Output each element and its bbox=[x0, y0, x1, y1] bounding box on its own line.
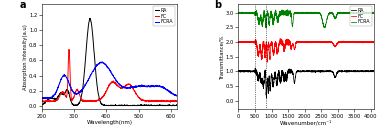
FC bbox=[372, 41, 376, 43]
RA bbox=[126, 105, 131, 106]
FCRA bbox=[260, 23, 264, 24]
Text: a: a bbox=[20, 0, 26, 10]
RA bbox=[118, 105, 123, 106]
RA bbox=[372, 70, 376, 72]
FC bbox=[260, 56, 264, 58]
FCRA bbox=[126, 87, 131, 88]
RA bbox=[355, 71, 359, 73]
RA bbox=[175, 105, 180, 106]
FCRA bbox=[264, 27, 268, 29]
FC bbox=[278, 38, 282, 39]
RA bbox=[253, 67, 257, 69]
FCRA bbox=[156, 85, 161, 87]
FC bbox=[265, 61, 270, 63]
FC bbox=[294, 41, 299, 43]
FC bbox=[122, 86, 126, 88]
FCRA bbox=[355, 12, 359, 14]
FC bbox=[67, 49, 71, 50]
FCRA bbox=[236, 12, 241, 14]
Line: FCRA: FCRA bbox=[239, 10, 374, 28]
FCRA bbox=[118, 84, 123, 86]
RA bbox=[236, 70, 241, 72]
RA bbox=[260, 79, 264, 80]
RA bbox=[72, 105, 76, 106]
FCRA bbox=[252, 11, 256, 13]
X-axis label: Wavenumber/cm⁻¹: Wavenumber/cm⁻¹ bbox=[280, 120, 333, 125]
RA bbox=[48, 98, 52, 99]
RA bbox=[369, 70, 374, 72]
FC bbox=[39, 100, 44, 102]
Line: FC: FC bbox=[42, 49, 177, 102]
FC bbox=[252, 41, 256, 43]
RA bbox=[39, 104, 44, 105]
RA bbox=[252, 71, 256, 72]
RA bbox=[156, 105, 161, 106]
FCRA bbox=[122, 87, 127, 88]
FC bbox=[168, 101, 173, 103]
RA bbox=[264, 97, 269, 99]
FCRA bbox=[143, 85, 147, 87]
FCRA bbox=[100, 61, 104, 63]
Line: RA: RA bbox=[42, 18, 177, 106]
FC bbox=[288, 45, 293, 46]
FCRA bbox=[369, 12, 374, 14]
FC bbox=[369, 41, 374, 43]
RA bbox=[143, 105, 147, 106]
FCRA bbox=[39, 97, 44, 98]
FCRA bbox=[48, 97, 52, 98]
RA bbox=[88, 18, 92, 19]
FC bbox=[156, 100, 161, 102]
Y-axis label: Transmittance/%: Transmittance/% bbox=[220, 34, 225, 79]
Line: FC: FC bbox=[239, 38, 374, 62]
FCRA bbox=[285, 9, 290, 11]
FC bbox=[355, 41, 359, 43]
FCRA bbox=[372, 11, 376, 13]
Text: b: b bbox=[214, 0, 221, 10]
FC bbox=[143, 100, 147, 102]
Line: RA: RA bbox=[239, 68, 374, 98]
FC bbox=[175, 101, 180, 102]
FCRA bbox=[294, 12, 299, 14]
Legend: RA, FC, FCRA: RA, FC, FCRA bbox=[350, 6, 372, 26]
X-axis label: Wavelength(nm): Wavelength(nm) bbox=[87, 120, 132, 125]
FCRA bbox=[288, 13, 293, 15]
FCRA bbox=[175, 96, 180, 98]
RA bbox=[122, 105, 127, 106]
FC bbox=[48, 100, 52, 102]
RA bbox=[288, 71, 293, 72]
FC bbox=[126, 83, 130, 85]
Legend: RA, FC, FCRA: RA, FC, FCRA bbox=[153, 6, 175, 26]
Line: FCRA: FCRA bbox=[42, 62, 177, 99]
Y-axis label: Absorption Intensity(a.u): Absorption Intensity(a.u) bbox=[23, 24, 28, 90]
FC bbox=[118, 87, 123, 89]
RA bbox=[294, 71, 299, 72]
FC bbox=[236, 42, 241, 43]
FCRA bbox=[41, 98, 45, 100]
